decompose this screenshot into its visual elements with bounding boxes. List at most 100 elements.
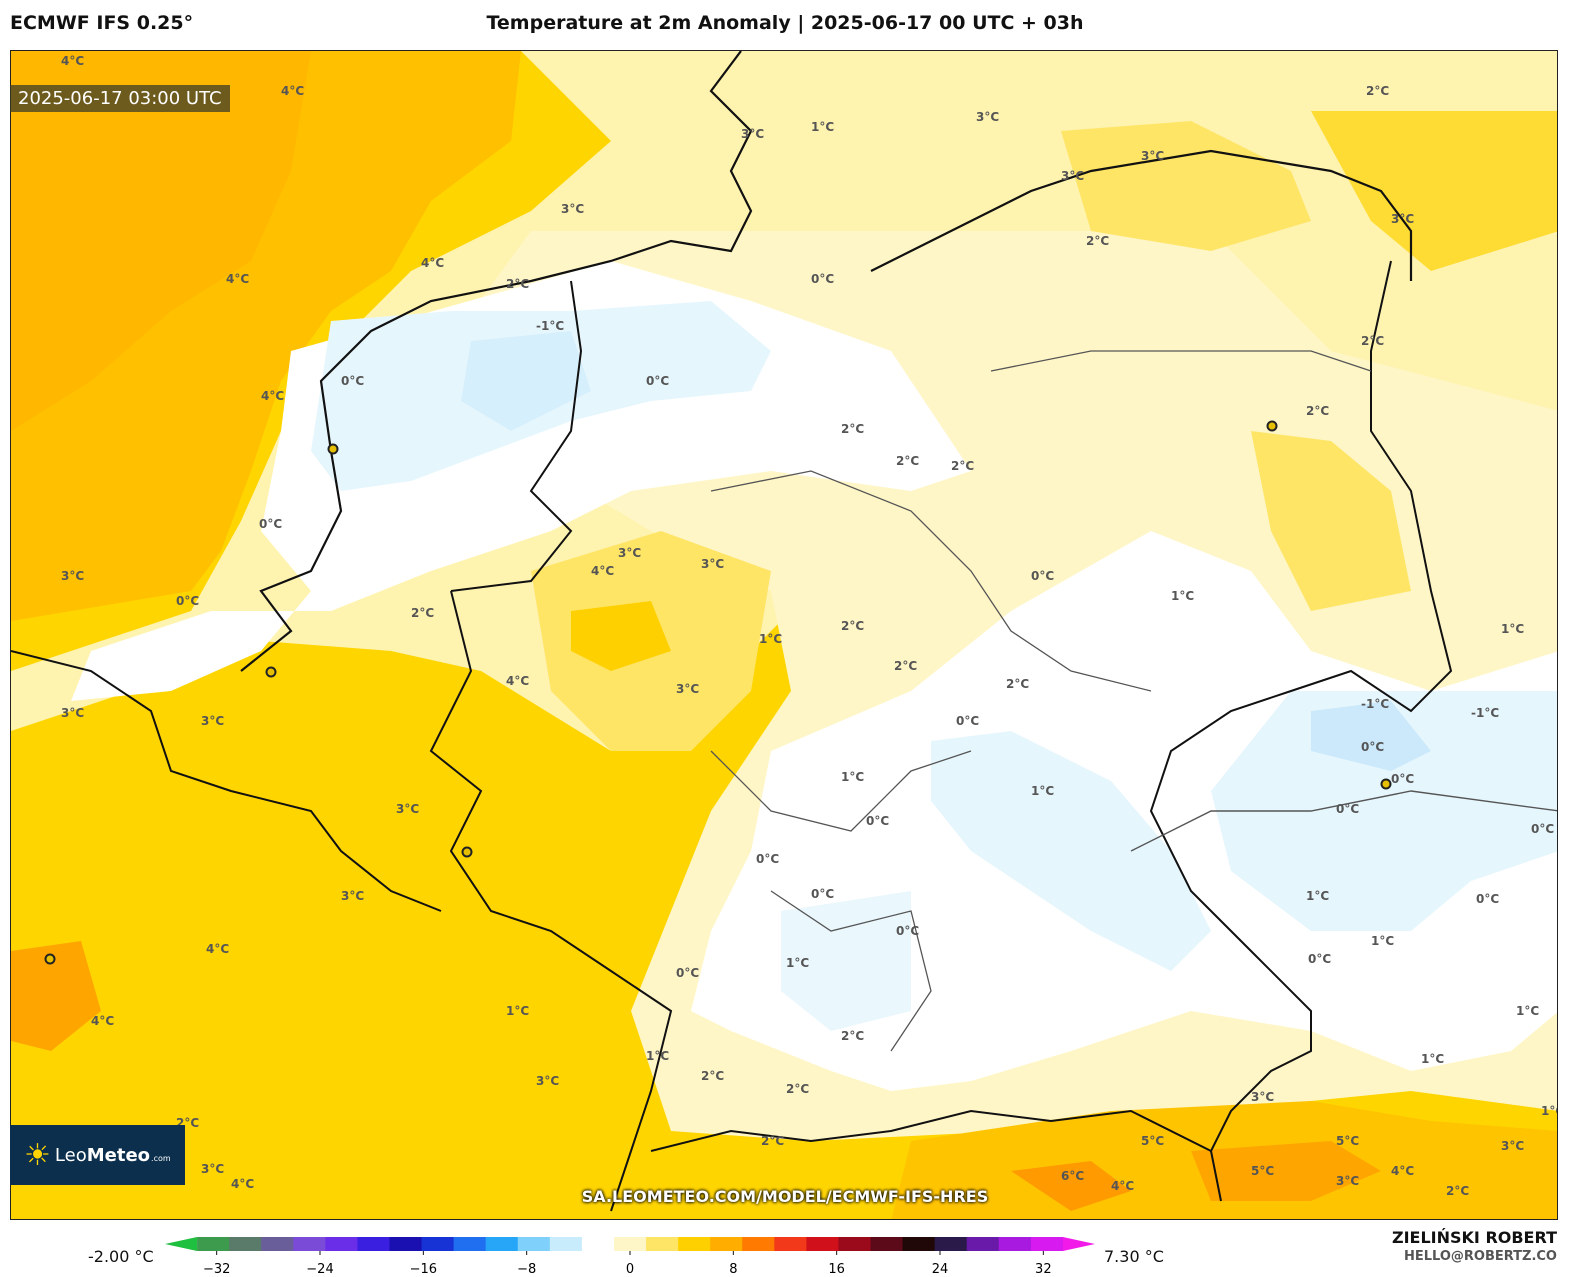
contour-label: 4°C (421, 256, 444, 270)
contour-label: 1°C (1371, 934, 1394, 948)
contour-label: 3°C (741, 127, 764, 141)
contour-label: 0°C (1308, 952, 1331, 966)
contour-label: 3°C (976, 110, 999, 124)
anomaly-field-sea-warmer (11, 51, 311, 431)
contour-label: 1°C (811, 120, 834, 134)
author-email[interactable]: HELLO@ROBERTZ.CO (1403, 1249, 1557, 1264)
contour-label: 2°C (841, 619, 864, 633)
border-poland-czech (1149, 260, 1453, 1202)
contour-label: 3°C (341, 889, 364, 903)
contour-label: 0°C (341, 374, 364, 388)
contour-label: 4°C (591, 564, 614, 578)
contour-label: 2°C (1366, 84, 1389, 98)
city-marker (1266, 420, 1278, 432)
colorbar-segment (838, 1237, 872, 1251)
border-czech-slovakia (1130, 790, 1557, 852)
colorbar-segment (678, 1237, 711, 1251)
contour-label: 2°C (411, 606, 434, 620)
contour-label: 2°C (506, 277, 529, 291)
colorbar-segment (646, 1237, 679, 1251)
colorbar-tick-label: 16 (828, 1262, 845, 1276)
valid-time-badge: 2025-06-17 03:00 UTC (10, 85, 230, 112)
contour-label: 0°C (1476, 892, 1499, 906)
colorbar-segment (774, 1237, 807, 1251)
contour-label: 2°C (761, 1134, 784, 1148)
colorbar-segment (421, 1237, 455, 1251)
colorbar-tick-label: −32 (203, 1262, 230, 1276)
contour-label: 2°C (896, 454, 919, 468)
colorbar-tick-label: 32 (1035, 1262, 1052, 1276)
contour-label: 2°C (786, 1082, 809, 1096)
contour-label: 3°C (396, 802, 419, 816)
contour-label: 3°C (536, 1074, 559, 1088)
colorbar-segment (389, 1237, 423, 1251)
contour-label: 2°C (1006, 677, 1029, 691)
colorbar-tick-label: 8 (729, 1262, 737, 1276)
contour-label: 3°C (201, 714, 224, 728)
contour-label: 4°C (506, 674, 529, 688)
contour-label: 3°C (676, 682, 699, 696)
contour-label: 3°C (561, 202, 584, 216)
contour-label: 2°C (1086, 234, 1109, 248)
colorbar-segment (742, 1237, 775, 1251)
anomaly-field-neg-east (1211, 691, 1557, 931)
contour-labels: 4°C 4°C 3°C 4°C 4°C 4°C 2°C -1°C 0°C 0°C 0°C 1°C 3°C… (61, 54, 1558, 1198)
colorbar-segment (261, 1237, 294, 1251)
contour-label: -1°C (1471, 706, 1499, 720)
contour-label: 3°C (1141, 149, 1164, 163)
contour-label: 1°C (1306, 889, 1329, 903)
contour-label: 3°C (701, 557, 724, 571)
colorbar-segment (325, 1237, 359, 1251)
colorbar-segment (517, 1237, 551, 1251)
contour-label: 6°C (1061, 1169, 1084, 1183)
anomaly-field-hot-west (11, 941, 101, 1051)
contour-label: 2°C (841, 1029, 864, 1043)
anomaly-field-warm-baltic (1061, 121, 1311, 251)
anomaly-field-warm-core (571, 601, 671, 671)
anomaly-field-neg-central (931, 731, 1211, 971)
contour-label: 4°C (231, 1177, 254, 1191)
city-marker (461, 846, 473, 858)
leometeo-logo[interactable]: ☀ LeoMeteo .com (10, 1125, 185, 1185)
contour-label: 2°C (951, 459, 974, 473)
contour-label: 4°C (206, 942, 229, 956)
contour-label: 3°C (1336, 1174, 1359, 1188)
contour-label: 4°C (261, 389, 284, 403)
colorbar-arrow-left (165, 1237, 198, 1251)
contour-label: 2°C (1306, 404, 1329, 418)
contour-label: 2°C (1446, 1184, 1469, 1198)
colorbar-segment (453, 1237, 487, 1251)
contour-label: 1°C (1171, 589, 1194, 603)
contour-label: 3°C (618, 546, 641, 560)
contour-label: 1°C (1541, 1104, 1558, 1118)
colorbar-tick-label: 24 (932, 1262, 949, 1276)
contour-label: 3°C (61, 569, 84, 583)
contour-label: 3°C (1391, 212, 1414, 226)
colorbar-min-label: -2.00 °C (88, 1247, 154, 1266)
chart-title: Temperature at 2m Anomaly | 2025-06-17 0… (486, 12, 1084, 34)
contour-label: -1°C (536, 319, 564, 333)
anomaly-map[interactable]: 4°C 4°C 3°C 4°C 4°C 4°C 2°C -1°C 0°C 0°C 0°C 1°C 3°C… (10, 50, 1558, 1220)
border-state-4 (770, 890, 932, 1052)
coastline-baltic (870, 149, 1413, 281)
contour-label: 3°C (61, 706, 84, 720)
contour-label: 4°C (1111, 1179, 1134, 1193)
colorbar-max-label: 7.30 °C (1104, 1247, 1164, 1266)
contour-label: 5°C (1251, 1164, 1274, 1178)
colorbar-segment (613, 1237, 647, 1251)
contour-label: 1°C (1501, 622, 1524, 636)
border-state-3 (990, 350, 1372, 372)
city-marker (44, 953, 56, 965)
colorbar-segment (966, 1237, 1000, 1251)
contour-label: 1°C (1031, 784, 1054, 798)
city-marker (265, 666, 277, 678)
contour-label: 0°C (866, 814, 889, 828)
contour-label: 3°C (1251, 1090, 1274, 1104)
contour-label: 1°C (1516, 1004, 1539, 1018)
contour-label: 2°C (1361, 334, 1384, 348)
contour-label: 3°C (1061, 169, 1084, 183)
contour-label: 4°C (91, 1014, 114, 1028)
contour-label: 1°C (841, 770, 864, 784)
contour-label: 0°C (676, 966, 699, 980)
colorbar-tick-label: −24 (306, 1262, 333, 1276)
